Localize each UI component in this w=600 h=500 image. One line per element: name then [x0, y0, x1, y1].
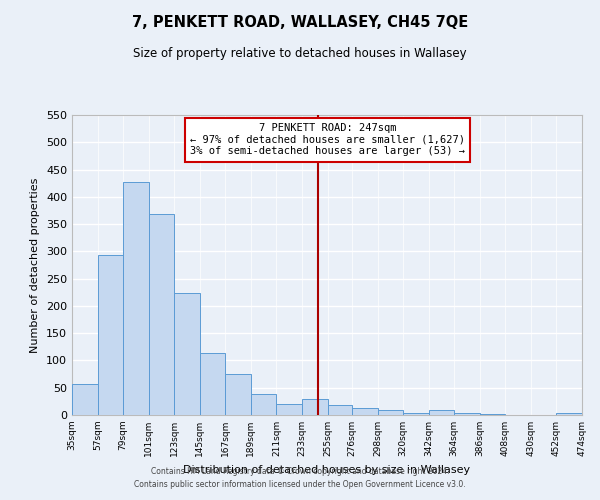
Bar	[123, 182, 149, 415]
Bar	[174, 293, 200, 415]
Text: 7, PENKETT ROAD, WALLASEY, CH45 7QE: 7, PENKETT ROAD, WALLASEY, CH45 7QE	[132, 15, 468, 30]
Bar	[72, 384, 98, 415]
Bar	[480, 414, 505, 415]
X-axis label: Distribution of detached houses by size in Wallasey: Distribution of detached houses by size …	[184, 464, 470, 474]
Bar	[352, 408, 377, 415]
Text: 7 PENKETT ROAD: 247sqm
← 97% of detached houses are smaller (1,627)
3% of semi-d: 7 PENKETT ROAD: 247sqm ← 97% of detached…	[190, 123, 465, 156]
Bar	[277, 404, 302, 415]
Bar	[98, 255, 123, 415]
Bar	[428, 410, 454, 415]
Bar	[302, 398, 328, 415]
Bar	[226, 374, 251, 415]
Bar	[403, 414, 428, 415]
Bar	[149, 214, 174, 415]
Bar	[556, 413, 582, 415]
Bar	[328, 405, 352, 415]
Bar	[454, 414, 480, 415]
Bar	[200, 354, 226, 415]
Text: Contains public sector information licensed under the Open Government Licence v3: Contains public sector information licen…	[134, 480, 466, 489]
Bar	[251, 394, 277, 415]
Text: Size of property relative to detached houses in Wallasey: Size of property relative to detached ho…	[133, 48, 467, 60]
Y-axis label: Number of detached properties: Number of detached properties	[31, 178, 40, 352]
Bar	[377, 410, 403, 415]
Text: Contains HM Land Registry data © Crown copyright and database right 2024.: Contains HM Land Registry data © Crown c…	[151, 467, 449, 476]
